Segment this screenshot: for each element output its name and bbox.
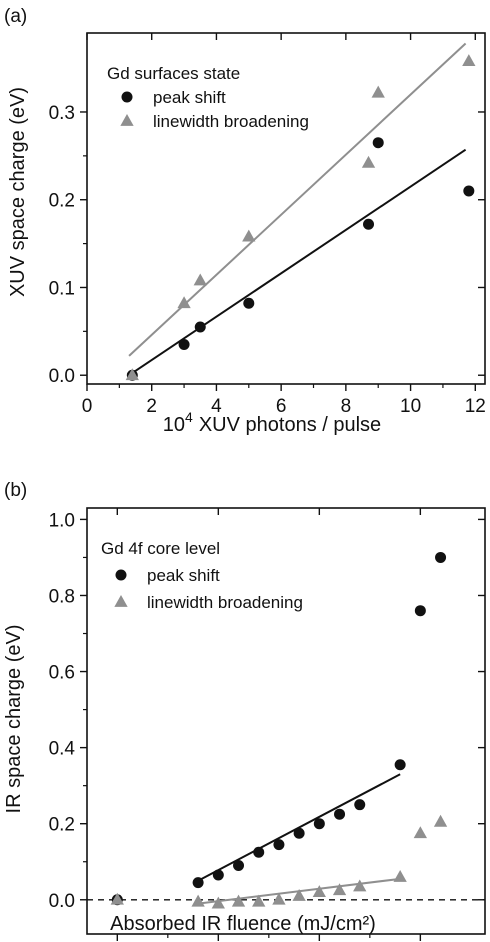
fit-line: [128, 148, 467, 377]
x-tick-label: 0: [82, 396, 93, 417]
legend-entry: peak shift: [153, 88, 226, 107]
data-point: [312, 885, 326, 898]
data-point: [334, 808, 346, 820]
data-point: [292, 888, 306, 901]
data-point: [212, 869, 224, 881]
data-point: [231, 894, 246, 907]
data-point: [371, 85, 385, 98]
data-point: [273, 839, 285, 851]
panel-label: (b): [4, 480, 27, 501]
x-axis-label: Absorbed IR fluence (mJ/cm²): [110, 913, 376, 935]
plot-frame: [86, 507, 486, 935]
data-point: [414, 605, 426, 617]
data-point: [354, 799, 366, 811]
chart-panel-b: (b)0.00.51.01.50.00.20.40.60.81.0Absorbe…: [3, 480, 486, 941]
data-point: [233, 860, 245, 872]
data-point: [178, 339, 190, 351]
y-axis-label: IR space charge (eV): [3, 625, 25, 814]
x-axis-label-exponent: 4: [185, 409, 193, 425]
data-point: [332, 883, 347, 896]
data-point: [177, 296, 191, 309]
y-tick-label: 0.0: [49, 891, 75, 912]
data-point: [191, 894, 205, 907]
x-tick-label: 12: [465, 396, 486, 417]
data-point: [194, 321, 206, 333]
series-peak-shift: [111, 551, 447, 906]
data-point: [393, 869, 407, 882]
data-point: [413, 826, 428, 839]
x-tick-label: 8: [341, 396, 352, 417]
legend-entry: peak shift: [147, 566, 220, 585]
legend-title: Gd 4f core level: [101, 539, 220, 558]
data-point: [193, 273, 207, 286]
legend: Gd surfaces state peak shift linewidth bro…: [107, 64, 309, 131]
data-point: [293, 827, 305, 839]
y-tick-label: 0.2: [49, 815, 75, 836]
data-point: [125, 368, 139, 381]
x-tick-label: 4: [211, 396, 222, 417]
data-point: [394, 759, 406, 771]
y-axis-label: XUV space charge (eV): [7, 87, 29, 297]
series-linewidth-broadening: [125, 42, 476, 381]
data-point: [110, 892, 124, 905]
data-point: [463, 185, 475, 197]
x-axis-label: 104 XUV photons / pulse: [163, 409, 381, 436]
y-tick-label: 0.1: [49, 278, 75, 299]
plot-frame: [86, 32, 486, 385]
data-point: [372, 137, 384, 149]
data-point: [462, 54, 476, 66]
legend-marker-linewidth-broadening: [114, 595, 128, 607]
y-tick-label: 0.4: [49, 739, 76, 760]
data-point: [435, 551, 447, 563]
data-point: [192, 877, 204, 889]
y-tick-label: 0.3: [49, 103, 75, 124]
series-peak-shift: [126, 137, 475, 381]
data-point: [353, 879, 367, 892]
x-tick-label: 6: [276, 396, 287, 417]
data-point: [361, 155, 376, 168]
legend-marker-linewidth-broadening: [120, 114, 134, 126]
data-point: [252, 894, 266, 907]
x-axis-label-text: XUV photons / pulse: [199, 414, 381, 436]
data-point: [211, 896, 225, 909]
legend-title: Gd surfaces state: [107, 64, 240, 83]
fit-line: [197, 773, 401, 882]
y-tick-label: 0.8: [49, 586, 75, 607]
y-tick-label: 0.2: [49, 191, 75, 212]
data-point: [242, 229, 256, 242]
legend-entry: linewidth broadening: [153, 112, 309, 131]
data-point: [313, 818, 325, 830]
y-tick-label: 1.0: [49, 510, 75, 531]
data-point: [363, 218, 375, 230]
data-point: [272, 892, 286, 905]
data-point: [243, 297, 255, 309]
y-tick-label: 0.0: [49, 366, 75, 387]
x-tick-label: 10: [400, 396, 421, 417]
y-tick-label: 0.6: [49, 663, 75, 684]
x-tick-label: 2: [146, 396, 157, 417]
legend: Gd 4f core level peak shift linewidth broa…: [101, 539, 303, 612]
panel-label: (a): [4, 6, 27, 27]
data-point: [253, 846, 265, 858]
legend-marker-peak-shift: [115, 569, 127, 581]
series-linewidth-broadening: [110, 814, 448, 909]
legend-entry: linewidth broadening: [147, 593, 303, 612]
data-point: [433, 814, 448, 827]
legend-marker-peak-shift: [121, 91, 133, 103]
x-axis-label-base: 10: [163, 414, 185, 436]
